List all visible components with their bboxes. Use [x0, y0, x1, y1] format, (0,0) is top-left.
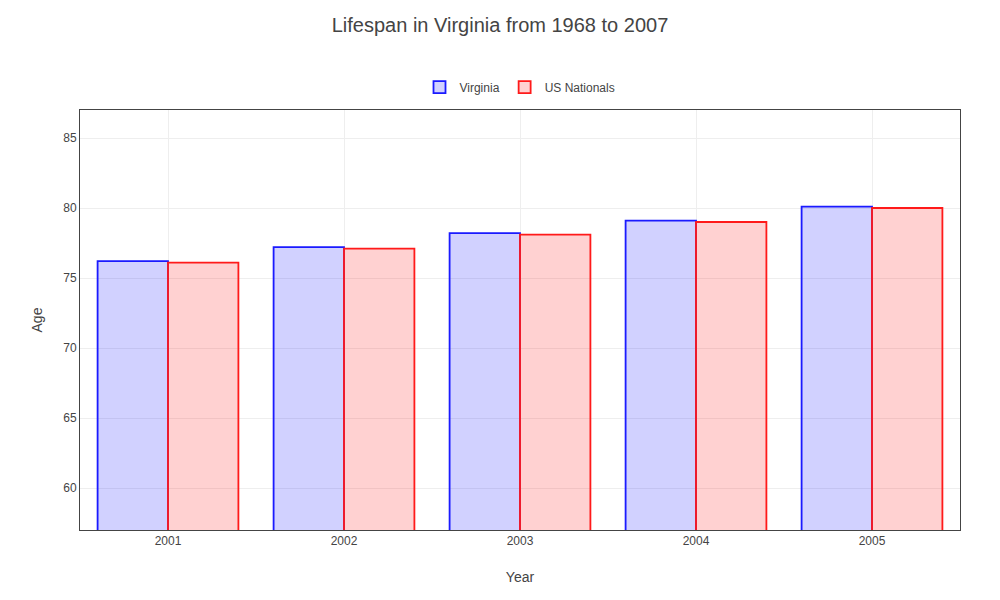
svg-text:80: 80 — [63, 201, 77, 215]
svg-text:65: 65 — [63, 411, 77, 425]
svg-text:2004: 2004 — [683, 534, 710, 548]
svg-text:Lifespan in Virginia from 1968: Lifespan in Virginia from 1968 to 2007 — [332, 14, 669, 36]
svg-text:60: 60 — [63, 481, 77, 495]
svg-text:Virginia: Virginia — [460, 81, 500, 95]
svg-text:85: 85 — [63, 131, 77, 145]
svg-text:75: 75 — [63, 271, 77, 285]
svg-text:2005: 2005 — [859, 534, 886, 548]
svg-text:Age: Age — [29, 307, 45, 332]
svg-text:70: 70 — [63, 341, 77, 355]
svg-text:Year: Year — [506, 569, 535, 585]
svg-text:2003: 2003 — [507, 534, 534, 548]
svg-text:2002: 2002 — [331, 534, 358, 548]
svg-text:2001: 2001 — [155, 534, 182, 548]
svg-text:US Nationals: US Nationals — [545, 81, 615, 95]
